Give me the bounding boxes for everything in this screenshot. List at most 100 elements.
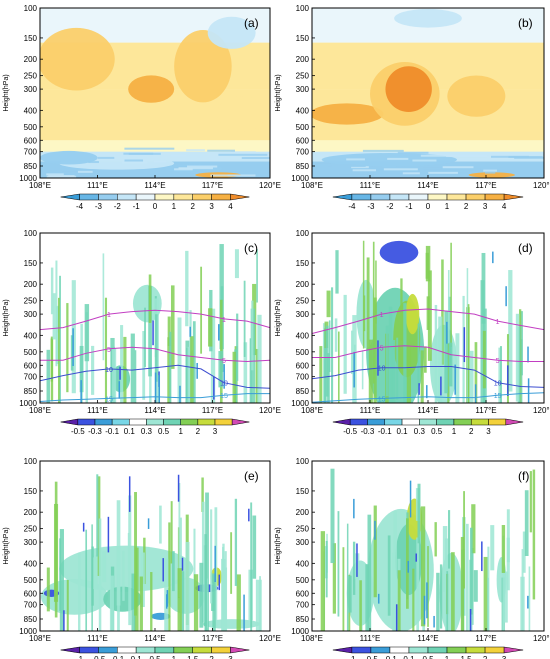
y-tick-label: 200: [24, 280, 38, 289]
shade-streak-negative: [218, 324, 220, 341]
shade-streak: [460, 536, 464, 631]
y-tick-label: 850: [24, 162, 38, 171]
y-tick-label: 1000: [291, 174, 309, 183]
y-tick-label: 1000: [291, 399, 309, 408]
shade-streak: [174, 168, 193, 171]
colorbar-swatch: [79, 193, 99, 201]
colorbar-swatch: [163, 418, 181, 426]
y-tick-label: 150: [24, 34, 38, 43]
x-tick-label: 108°E: [301, 406, 323, 415]
shade-streak-negative: [474, 384, 477, 403]
shade-streak: [259, 576, 261, 631]
shade-streak: [236, 313, 239, 381]
shade-streak-negative: [80, 380, 82, 403]
shade-streak: [529, 471, 532, 533]
shade-streak: [328, 320, 331, 373]
shade-streak: [46, 175, 77, 178]
shade-streak: [406, 346, 412, 403]
shade-streak: [334, 318, 338, 352]
shade-streak: [177, 317, 182, 403]
shade-streak: [159, 505, 162, 544]
colorbar-label: -3: [367, 202, 375, 211]
colorbar-label: -2: [386, 202, 394, 211]
shade-streak: [391, 340, 396, 403]
y-tick-label: 600: [296, 361, 310, 370]
y-tick-label: 850: [296, 387, 310, 396]
shade-streak: [102, 253, 105, 361]
shade-streak: [46, 349, 50, 403]
y-axis-label: Height(hPa): [275, 527, 282, 564]
shade-streak: [59, 275, 61, 403]
colorbar-swatch: [436, 418, 455, 426]
shade-streak: [352, 541, 356, 595]
shade-streak-negative: [196, 362, 198, 379]
shade-streak: [402, 172, 420, 175]
y-axis-label: Height(hPa): [3, 527, 10, 564]
colorbar-label: 0.1: [396, 427, 408, 436]
shade-streak: [448, 342, 453, 387]
shade-streak-negative: [128, 476, 131, 512]
shade-streak-negative: [426, 385, 428, 399]
colorbar-swatch: [192, 646, 212, 654]
shade-streak: [417, 483, 421, 544]
colorbar-swatch: [135, 193, 156, 201]
shade-streak: [331, 287, 334, 403]
colorbar-swatch: [389, 193, 410, 201]
y-tick-label: 100: [24, 457, 38, 466]
y-tick-label: 150: [296, 259, 310, 268]
y-tick-label: 100: [24, 229, 38, 238]
colorbar-label: -1: [405, 202, 413, 211]
shade-streak: [434, 522, 437, 557]
colorbar-label: 1.5: [187, 655, 199, 659]
contour-line-5: [40, 346, 270, 363]
y-tick-label: 300: [296, 85, 310, 94]
shade-streak: [444, 310, 449, 394]
shade-streak-negative: [454, 364, 456, 395]
shade-streak: [343, 294, 347, 394]
shade-streak: [515, 313, 520, 402]
shade-streak: [91, 524, 93, 631]
colorbar-label: 2: [469, 427, 474, 436]
y-tick-label: 400: [296, 106, 310, 115]
y-tick-label: 250: [296, 297, 310, 306]
shade-streak: [93, 557, 95, 590]
shade-streak: [375, 260, 377, 324]
shade-streak: [412, 568, 415, 631]
colorbar-swatch: [173, 193, 193, 201]
shade-streak: [181, 571, 185, 631]
colorbar-swatch: [332, 193, 353, 201]
y-tick-label: 150: [296, 34, 310, 43]
y-axis-label: Height(hPa): [275, 299, 282, 336]
y-tick-label: 500: [24, 576, 38, 585]
colorbar-label: -1: [348, 655, 356, 659]
shade-streak: [210, 308, 216, 403]
colorbar-swatch: [231, 418, 250, 426]
y-tick-label: 600: [296, 136, 310, 145]
x-tick-label: 111°E: [87, 181, 108, 190]
y-tick-label: 700: [24, 148, 38, 157]
shade-streak: [208, 308, 213, 347]
shade-streak: [514, 156, 544, 159]
x-tick-label: 117°E: [475, 634, 496, 643]
shade-streak: [104, 297, 108, 403]
shade-feature: [312, 103, 384, 125]
y-tick-label: 400: [296, 559, 310, 568]
shade-streak-negative: [356, 543, 358, 577]
shade-streak: [46, 567, 50, 612]
shade-streak: [77, 170, 93, 173]
shade-streak: [124, 159, 144, 162]
y-tick-label: 300: [24, 85, 38, 94]
shade-streak: [187, 165, 218, 168]
shaded-field: [40, 8, 270, 178]
shade-streak: [84, 304, 90, 362]
y-tick-label: 500: [296, 348, 310, 357]
shade-band: [40, 151, 270, 162]
shade-streak: [122, 550, 125, 601]
contour-line-10: [40, 364, 270, 389]
shade-streak: [55, 260, 58, 367]
colorbar-swatch: [135, 646, 156, 654]
shade-streak: [325, 325, 329, 397]
colorbar-swatch: [351, 193, 372, 201]
